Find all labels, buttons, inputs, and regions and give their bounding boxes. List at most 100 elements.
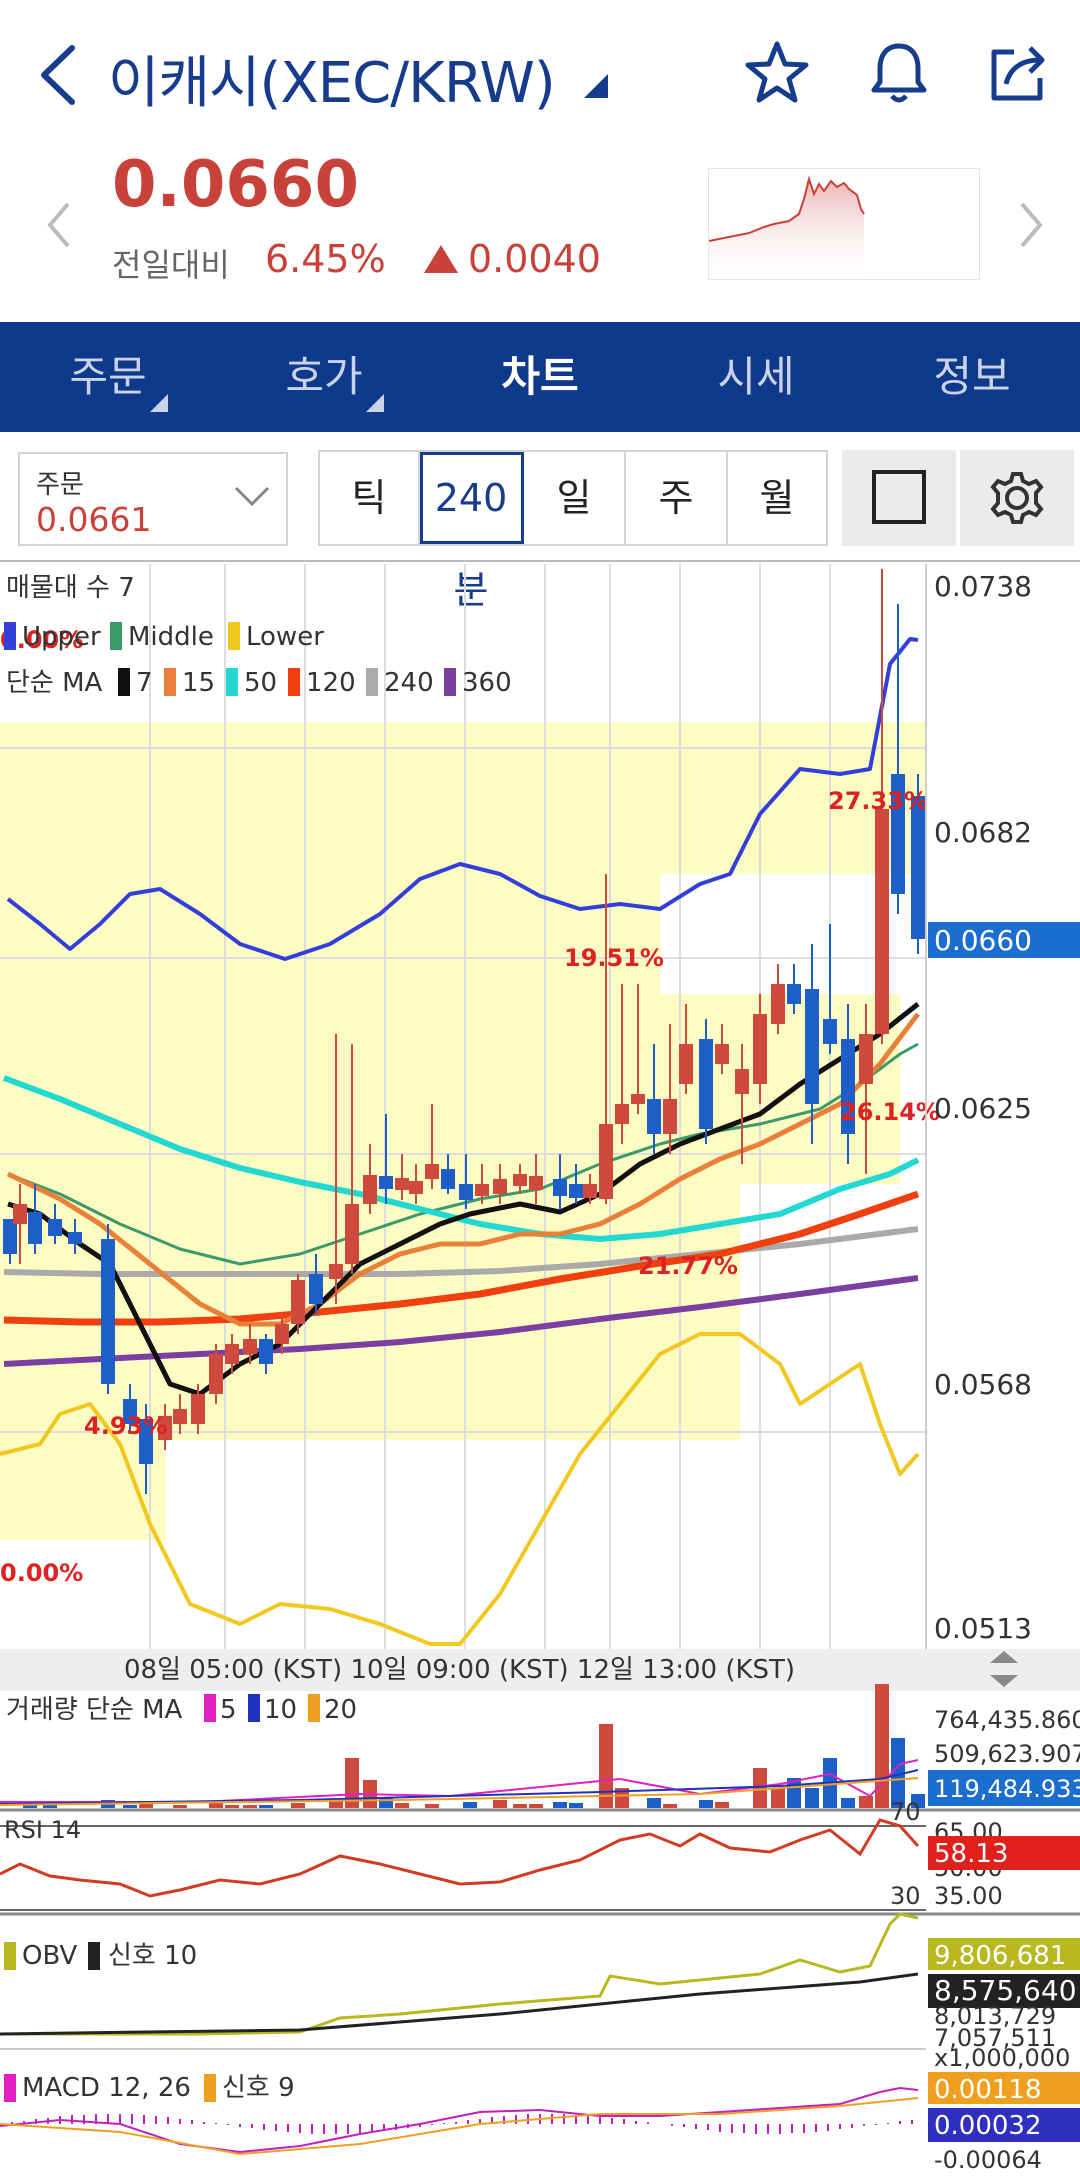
profile-label-4: 26.14% bbox=[840, 1098, 940, 1126]
volume-bar bbox=[463, 1802, 477, 1808]
volume-bar bbox=[173, 1805, 187, 1808]
obv-tick-1: 8,575,640 bbox=[934, 1974, 1077, 2007]
rsi-current-tag bbox=[928, 1836, 1080, 1870]
obv-tick-3: 7,057,511 bbox=[934, 2024, 1056, 2052]
candle-body bbox=[28, 1212, 42, 1244]
profile-label-2: 19.51% bbox=[564, 944, 664, 972]
order-label: 주문 bbox=[36, 470, 84, 500]
period-week[interactable]: 주 bbox=[626, 452, 728, 544]
volume-bar bbox=[647, 1798, 661, 1808]
macd-tick-bottom: -0.00064 bbox=[934, 2146, 1042, 2174]
volume-tick-0: 764,435.860 bbox=[934, 1706, 1080, 1734]
rsi-level-low: 30 bbox=[890, 1882, 921, 1910]
prev-coin-arrow-icon[interactable] bbox=[44, 200, 74, 250]
period-240min[interactable]: 240분 bbox=[420, 452, 524, 612]
candle-body bbox=[13, 1204, 27, 1224]
candle-body bbox=[715, 1044, 729, 1064]
candle-body bbox=[329, 1264, 343, 1279]
candle-body bbox=[805, 989, 819, 1104]
back-arrow-icon[interactable] bbox=[30, 40, 90, 110]
current-price: 0.0660 bbox=[112, 148, 359, 222]
candle-body bbox=[615, 1104, 629, 1124]
period-selector: 틱 240분 일 주 월 bbox=[318, 450, 828, 612]
volume-bar bbox=[395, 1803, 409, 1808]
candle-body bbox=[663, 1099, 677, 1134]
legend-lower: Lower bbox=[246, 622, 324, 652]
order-price-dropdown[interactable]: 주문 0.0661 bbox=[18, 452, 288, 546]
chart-settings-button[interactable] bbox=[960, 450, 1074, 546]
chart-area[interactable]: 0.00% 4.93% 19.51% 27.33% 26.14% 21.77% … bbox=[0, 564, 1080, 2179]
legend-ma: 단순 MA 7 15 50 120 240 360 bbox=[6, 668, 512, 698]
fullscreen-button[interactable] bbox=[842, 450, 956, 546]
tab-chart[interactable]: 차트 bbox=[432, 322, 648, 432]
obv-legend: OBV bbox=[22, 1941, 78, 1971]
tab-orderbook[interactable]: 호가 bbox=[216, 322, 432, 432]
candle-body bbox=[583, 1184, 597, 1198]
volume-bar bbox=[699, 1800, 713, 1808]
tab-order[interactable]: 주문 bbox=[0, 322, 216, 432]
obv-signal-swatch bbox=[88, 1942, 100, 1970]
obv-tick-2: 8,013,729 bbox=[934, 2002, 1056, 2030]
volume-bar bbox=[493, 1800, 507, 1808]
rsi-lines bbox=[0, 1818, 926, 1911]
indicator-lines bbox=[0, 637, 920, 1646]
quote-header: 이캐시(XEC/KRW) 0.0660 전일대비 6.45% 0.0040 bbox=[0, 0, 1080, 320]
candle-body bbox=[363, 1175, 377, 1204]
volume-legend: 거래량 단순 MA 5 10 20 bbox=[6, 1694, 357, 1725]
chart-svg[interactable]: 0.00% 4.93% 19.51% 27.33% 26.14% 21.77% … bbox=[0, 564, 1080, 2179]
legend-middle-swatch bbox=[110, 622, 122, 650]
change-label: 전일대비 bbox=[112, 246, 230, 284]
rsi-current-tag-text: 58.13 bbox=[934, 1839, 1008, 1869]
coin-title[interactable]: 이캐시(XEC/KRW) bbox=[108, 51, 556, 116]
volume-bar bbox=[209, 1803, 223, 1808]
period-day[interactable]: 일 bbox=[524, 452, 626, 544]
chart-toolbar: 주문 0.0661 틱 240분 일 주 월 bbox=[0, 432, 1080, 612]
obv-legend-swatch bbox=[4, 1942, 16, 1970]
volume-axis: 764,435.860 509,623.907 bbox=[934, 1706, 1080, 1768]
tab-info[interactable]: 정보 bbox=[864, 322, 1080, 432]
candle-body bbox=[441, 1169, 455, 1189]
volume-bar bbox=[771, 1788, 785, 1808]
share-icon[interactable] bbox=[984, 38, 1054, 108]
main-tab-bar: 주문 호가 차트 시세 정보 bbox=[0, 322, 1080, 432]
bell-icon[interactable] bbox=[864, 38, 934, 108]
tab-market[interactable]: 시세 bbox=[648, 322, 864, 432]
candle-body bbox=[68, 1232, 82, 1244]
legend-ma-period: 50 bbox=[244, 668, 277, 698]
volume-tick-1: 509,623.907 bbox=[934, 1740, 1080, 1768]
price-tick-3: 0.0568 bbox=[934, 1368, 1032, 1401]
period-month[interactable]: 월 bbox=[759, 476, 795, 520]
price-axis: 0.0738 0.0682 0.0625 0.0568 0.0513 bbox=[934, 570, 1032, 1645]
candle-body bbox=[345, 1204, 359, 1264]
volume-legend-swatch bbox=[248, 1694, 260, 1722]
rsi-line bbox=[0, 1818, 920, 1898]
title-dropdown-caret-icon[interactable] bbox=[584, 74, 608, 98]
obv-signal-line bbox=[0, 1972, 919, 2036]
legend-ma-swatch bbox=[366, 668, 378, 696]
period-tick[interactable]: 틱 bbox=[320, 452, 420, 544]
candle-body bbox=[123, 1399, 137, 1424]
macd-legend: MACD 12, 26 bbox=[22, 2073, 191, 2103]
star-icon[interactable] bbox=[742, 38, 812, 108]
chevron-down-icon bbox=[234, 486, 270, 507]
time-axis-labels: 08일 05:00 (KST) 10일 09:00 (KST) 12일 13:0… bbox=[124, 1655, 795, 1685]
ma360-line bbox=[3, 1275, 919, 1367]
volume-bar bbox=[569, 1803, 583, 1808]
price-tick-1: 0.0682 bbox=[934, 816, 1032, 849]
volume-legend-swatch bbox=[204, 1694, 216, 1722]
volume-bar bbox=[329, 1800, 343, 1808]
macd-tick-top: 0.00118 bbox=[934, 2075, 1042, 2105]
obv-multiplier: x1,000,000 bbox=[934, 2044, 1070, 2072]
bollinger-upper-line bbox=[6, 637, 919, 961]
candle-body bbox=[395, 1178, 409, 1190]
volume-bar bbox=[259, 1805, 273, 1808]
panel-resize-handle-icon[interactable] bbox=[990, 1651, 1018, 1687]
legend-ma-period: 240 bbox=[384, 668, 434, 698]
up-triangle-icon bbox=[424, 245, 458, 273]
next-coin-arrow-icon[interactable] bbox=[1016, 200, 1046, 250]
current-price-tag-text: 0.0660 bbox=[934, 924, 1032, 957]
volume-bar bbox=[753, 1768, 767, 1808]
legend-upper: Upper bbox=[22, 622, 101, 652]
candle-body bbox=[859, 1034, 873, 1084]
tab-chart-label: 차트 bbox=[501, 352, 579, 401]
